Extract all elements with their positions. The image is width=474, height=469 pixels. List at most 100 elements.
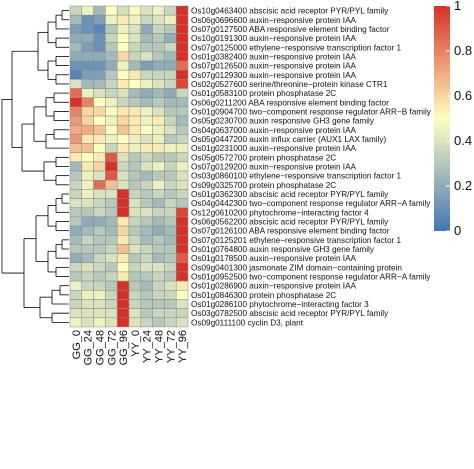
heatmap-cell-r15-c9 (175, 143, 189, 153)
heatmap-cell-r15-c0 (69, 143, 83, 153)
row-label: Os10g0463400 abscisic acid receptor PYR/… (191, 7, 389, 16)
heatmap-cell-r28-c6 (140, 262, 153, 273)
heatmap-cell-r21-c6 (140, 198, 153, 208)
heatmap-cell-r12-c1 (81, 115, 94, 126)
heatmap-cell-r32-c3 (105, 299, 118, 309)
heatmap-cell-r31-c5 (128, 290, 142, 300)
heatmap-cell-r5-c9 (175, 51, 189, 62)
heatmap-cell-r15-c6 (140, 143, 153, 153)
row-label: Os01g0231000 auxin−responsive protein IA… (191, 144, 357, 153)
heatmap-cell-r3-c0 (69, 33, 83, 43)
heatmap-cell-r2-c0 (69, 24, 83, 34)
heatmap-cell-r17-c9 (175, 161, 189, 172)
heatmap-cell-r15-c1 (81, 143, 94, 153)
heatmap-cell-r19-c4 (116, 179, 130, 190)
heatmap-cell-r3-c8 (164, 33, 177, 43)
heatmap-cell-r1-c2 (93, 14, 106, 25)
heatmap-cell-r11-c7 (152, 106, 165, 117)
heatmap-cell-r16-c6 (140, 152, 153, 163)
heatmap-cell-r15-c3 (105, 143, 118, 153)
heatmap-cell-r7-c8 (164, 69, 177, 80)
row-label: Os04g0637000 auxin−responsive protein IA… (191, 126, 357, 135)
heatmap-cell-r27-c8 (164, 253, 177, 264)
heatmap-cell-r16-c9 (175, 152, 189, 163)
heatmap-cell-r27-c2 (93, 253, 106, 264)
heatmap-cell-r34-c9 (175, 317, 189, 328)
heatmap-cell-r12-c0 (69, 115, 83, 126)
heatmap-cell-r23-c3 (105, 216, 118, 227)
heatmap-cell-r21-c7 (152, 198, 165, 208)
heatmap-cell-r31-c7 (152, 290, 165, 300)
heatmap-cell-r19-c7 (152, 179, 165, 190)
heatmap-cell-r24-c2 (93, 225, 106, 236)
heatmap-cell-r20-c2 (93, 189, 106, 199)
heatmap-cell-r28-c8 (164, 262, 177, 273)
heatmap-cell-r10-c8 (164, 97, 177, 108)
column-label: GG_72 (106, 330, 118, 365)
heatmap-cell-r10-c9 (175, 97, 189, 108)
heatmap-cell-r31-c1 (81, 290, 94, 300)
heatmap-cell-r4-c8 (164, 42, 177, 53)
heatmap-cell-r3-c6 (140, 33, 153, 43)
heatmap-cell-r0-c0 (69, 5, 83, 16)
heatmap-cell-r25-c8 (164, 235, 177, 245)
heatmap-cell-r18-c6 (140, 170, 153, 181)
heatmap-cell-r12-c9 (175, 115, 189, 126)
heatmap-cell-r28-c1 (81, 262, 94, 273)
row-label: Os01g0904700 two−component response regu… (191, 107, 432, 116)
heatmap-cell-r30-c1 (81, 280, 94, 291)
heatmap-cell-r3-c9 (175, 33, 189, 43)
heatmap-cell-r5-c8 (164, 51, 177, 62)
heatmap-cell-r29-c2 (93, 271, 106, 282)
heatmap-cell-r31-c3 (105, 290, 118, 300)
heatmap-cell-r9-c6 (140, 88, 153, 98)
heatmap-cell-r24-c6 (140, 225, 153, 236)
heatmap-cell-r23-c2 (93, 216, 106, 227)
heatmap-cell-r28-c4 (116, 262, 130, 273)
heatmap-cell-r19-c3 (105, 179, 118, 190)
heatmap-cell-r8-c4 (116, 79, 130, 89)
heatmap-cell-r17-c0 (69, 161, 83, 172)
row-label: Os01g0764800 auxin responsive GH3 gene f… (191, 245, 375, 254)
heatmap-cell-r3-c3 (105, 33, 118, 43)
heatmap-cell-r11-c0 (69, 106, 83, 117)
heatmap-cell-r2-c9 (175, 24, 189, 34)
heatmap-cell-r25-c7 (152, 235, 165, 245)
heatmap-cell-r20-c8 (164, 189, 177, 199)
heatmap-cell-r32-c9 (175, 299, 189, 309)
heatmap-cell-r28-c5 (128, 262, 142, 273)
heatmap-cell-r4-c7 (152, 42, 165, 53)
heatmap-cell-r28-c7 (152, 262, 165, 273)
heatmap-cell-r32-c0 (69, 299, 83, 309)
heatmap-cell-r1-c1 (81, 14, 94, 25)
heatmap-cell-r2-c5 (128, 24, 142, 34)
heatmap-cell-r30-c8 (164, 280, 177, 291)
row-label: Os01g0846300 protein phosphatase 2C (191, 291, 336, 300)
heatmap-cell-r1-c0 (69, 14, 83, 25)
heatmap-cell-r13-c2 (93, 124, 106, 135)
heatmap-cell-r2-c1 (81, 24, 94, 34)
heatmap-cell-r22-c4 (116, 207, 130, 218)
heatmap-cell-r26-c8 (164, 244, 177, 254)
heatmap-cell-r0-c8 (164, 5, 177, 16)
heatmap-cell-r17-c6 (140, 161, 153, 172)
heatmap-cell-r8-c5 (128, 79, 142, 89)
heatmap-cell-r3-c7 (152, 33, 165, 43)
heatmap-cell-r16-c2 (93, 152, 106, 163)
heatmap-cell-r19-c8 (164, 179, 177, 190)
heatmap-cell-r0-c7 (152, 5, 165, 16)
heatmap-cell-r29-c5 (128, 271, 142, 282)
heatmap-cell-r33-c2 (93, 308, 106, 319)
heatmap-cell-r31-c4 (116, 290, 130, 300)
heatmap-cell-r18-c5 (128, 170, 142, 181)
heatmap-cell-r23-c7 (152, 216, 165, 227)
heatmap-cell-r20-c7 (152, 189, 165, 199)
heatmap-cell-r15-c2 (93, 143, 106, 153)
heatmap-cell-r11-c5 (128, 106, 142, 117)
heatmap-cell-r3-c4 (116, 33, 130, 43)
heatmap-cell-r12-c5 (128, 115, 142, 126)
heatmap-cell-r27-c1 (81, 253, 94, 264)
row-label: Os01g0583100 protein phosphatase 2C (191, 89, 336, 98)
heatmap-cell-r26-c7 (152, 244, 165, 254)
